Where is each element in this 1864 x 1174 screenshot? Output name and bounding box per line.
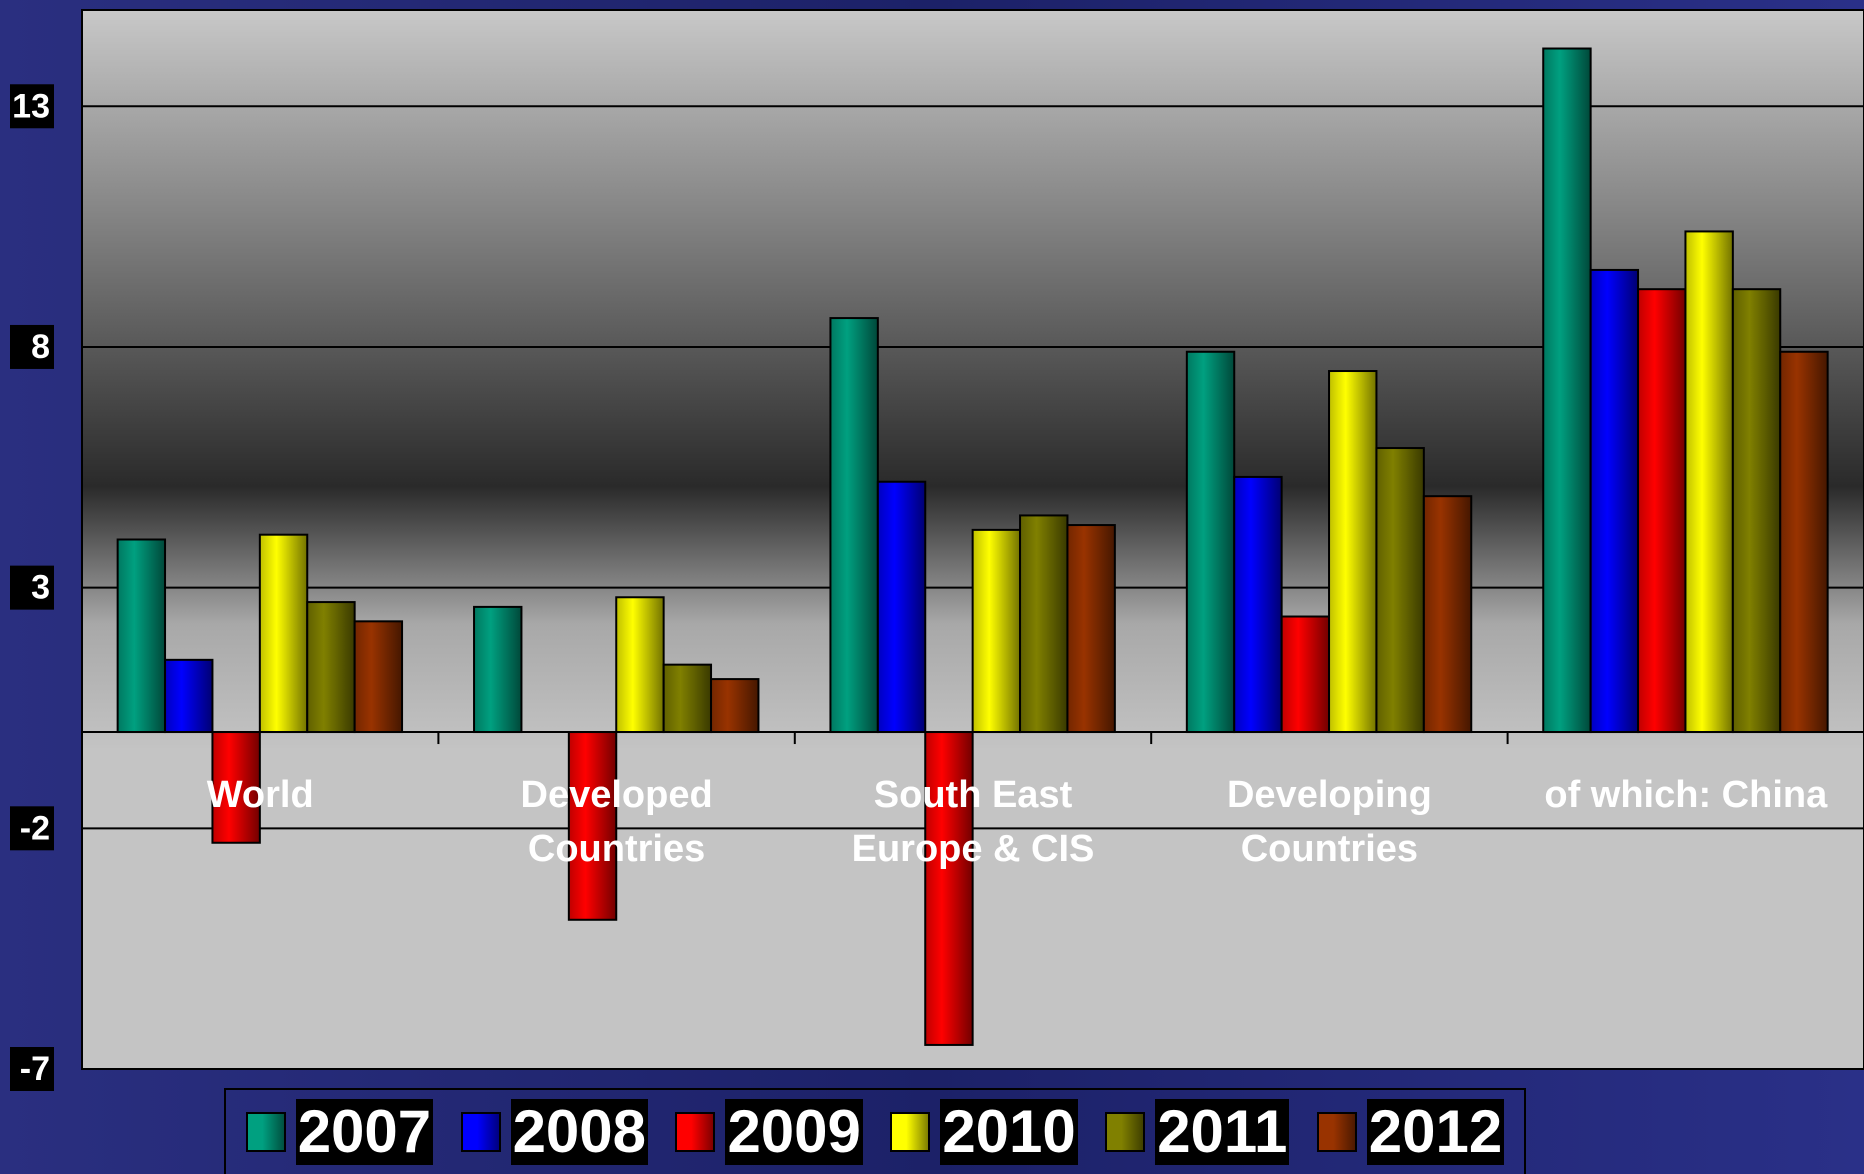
- legend-label: 2012: [1366, 1098, 1505, 1165]
- x-tick-label: World: [206, 774, 314, 817]
- bar: [876, 480, 927, 734]
- legend-item: 2007: [245, 1098, 434, 1165]
- y-tick-label: -7: [20, 1050, 50, 1088]
- y-tick-bg: [10, 565, 54, 610]
- legend-label: 2011: [1155, 1098, 1290, 1165]
- legend-label: 2007: [295, 1098, 434, 1165]
- bar: [924, 731, 974, 1046]
- bar: [1066, 524, 1116, 734]
- bar: [1280, 615, 1331, 734]
- bar: [829, 317, 879, 734]
- bar: [662, 663, 713, 734]
- x-tick-label: Developing Countries: [1226, 774, 1432, 871]
- bar: [1185, 350, 1236, 734]
- x-tick-label: of which: China: [1544, 774, 1828, 817]
- legend: 2007 2008 2009 2010 2011 2012: [224, 1088, 1526, 1174]
- legend-item: 2009: [675, 1098, 863, 1165]
- bar: [710, 678, 760, 734]
- x-tick-label: Developed Countries: [520, 774, 713, 871]
- legend-swatch: [1105, 1112, 1146, 1152]
- y-tick-bg: [10, 324, 54, 369]
- bar: [615, 596, 665, 734]
- legend-item: 2008: [460, 1098, 649, 1165]
- legend-label: 2009: [725, 1098, 863, 1165]
- legend-swatch: [460, 1112, 501, 1152]
- bar: [306, 601, 356, 734]
- legend-label: 2008: [510, 1098, 649, 1165]
- bar: [1684, 230, 1734, 734]
- bar: [971, 528, 1022, 734]
- y-tick-bg: [10, 1047, 54, 1091]
- y-tick-bg: [10, 84, 54, 129]
- y-tick-label: 8: [31, 328, 50, 366]
- y-tick-label: 13: [12, 87, 50, 125]
- bar: [258, 533, 309, 734]
- bar: [1233, 475, 1283, 734]
- bar: [1731, 288, 1782, 734]
- legend-item: 2012: [1316, 1098, 1505, 1165]
- legend-swatch: [1316, 1112, 1357, 1152]
- bar: [353, 620, 404, 734]
- bar: [1375, 447, 1425, 734]
- bar: [1328, 370, 1378, 734]
- bar: [1589, 268, 1640, 734]
- bar: [1542, 47, 1592, 734]
- legend-swatch: [245, 1112, 286, 1152]
- bar: [1637, 288, 1687, 734]
- bar: [164, 658, 214, 734]
- legend-swatch: [890, 1112, 931, 1152]
- y-tick-label: 3: [31, 569, 50, 607]
- legend-item: 2010: [890, 1098, 1078, 1165]
- bar: [473, 605, 523, 734]
- bar: [116, 538, 167, 734]
- y-tick-label: -2: [20, 809, 50, 847]
- x-tick-label: South East Europe & CIS: [851, 774, 1095, 871]
- legend-item: 2011: [1105, 1098, 1290, 1165]
- bar: [1019, 514, 1069, 734]
- bar: [1779, 350, 1829, 734]
- legend-swatch: [675, 1112, 716, 1152]
- bar: [1422, 495, 1473, 734]
- y-tick-bg: [10, 806, 54, 851]
- bar: [211, 731, 261, 844]
- legend-label: 2010: [940, 1098, 1078, 1165]
